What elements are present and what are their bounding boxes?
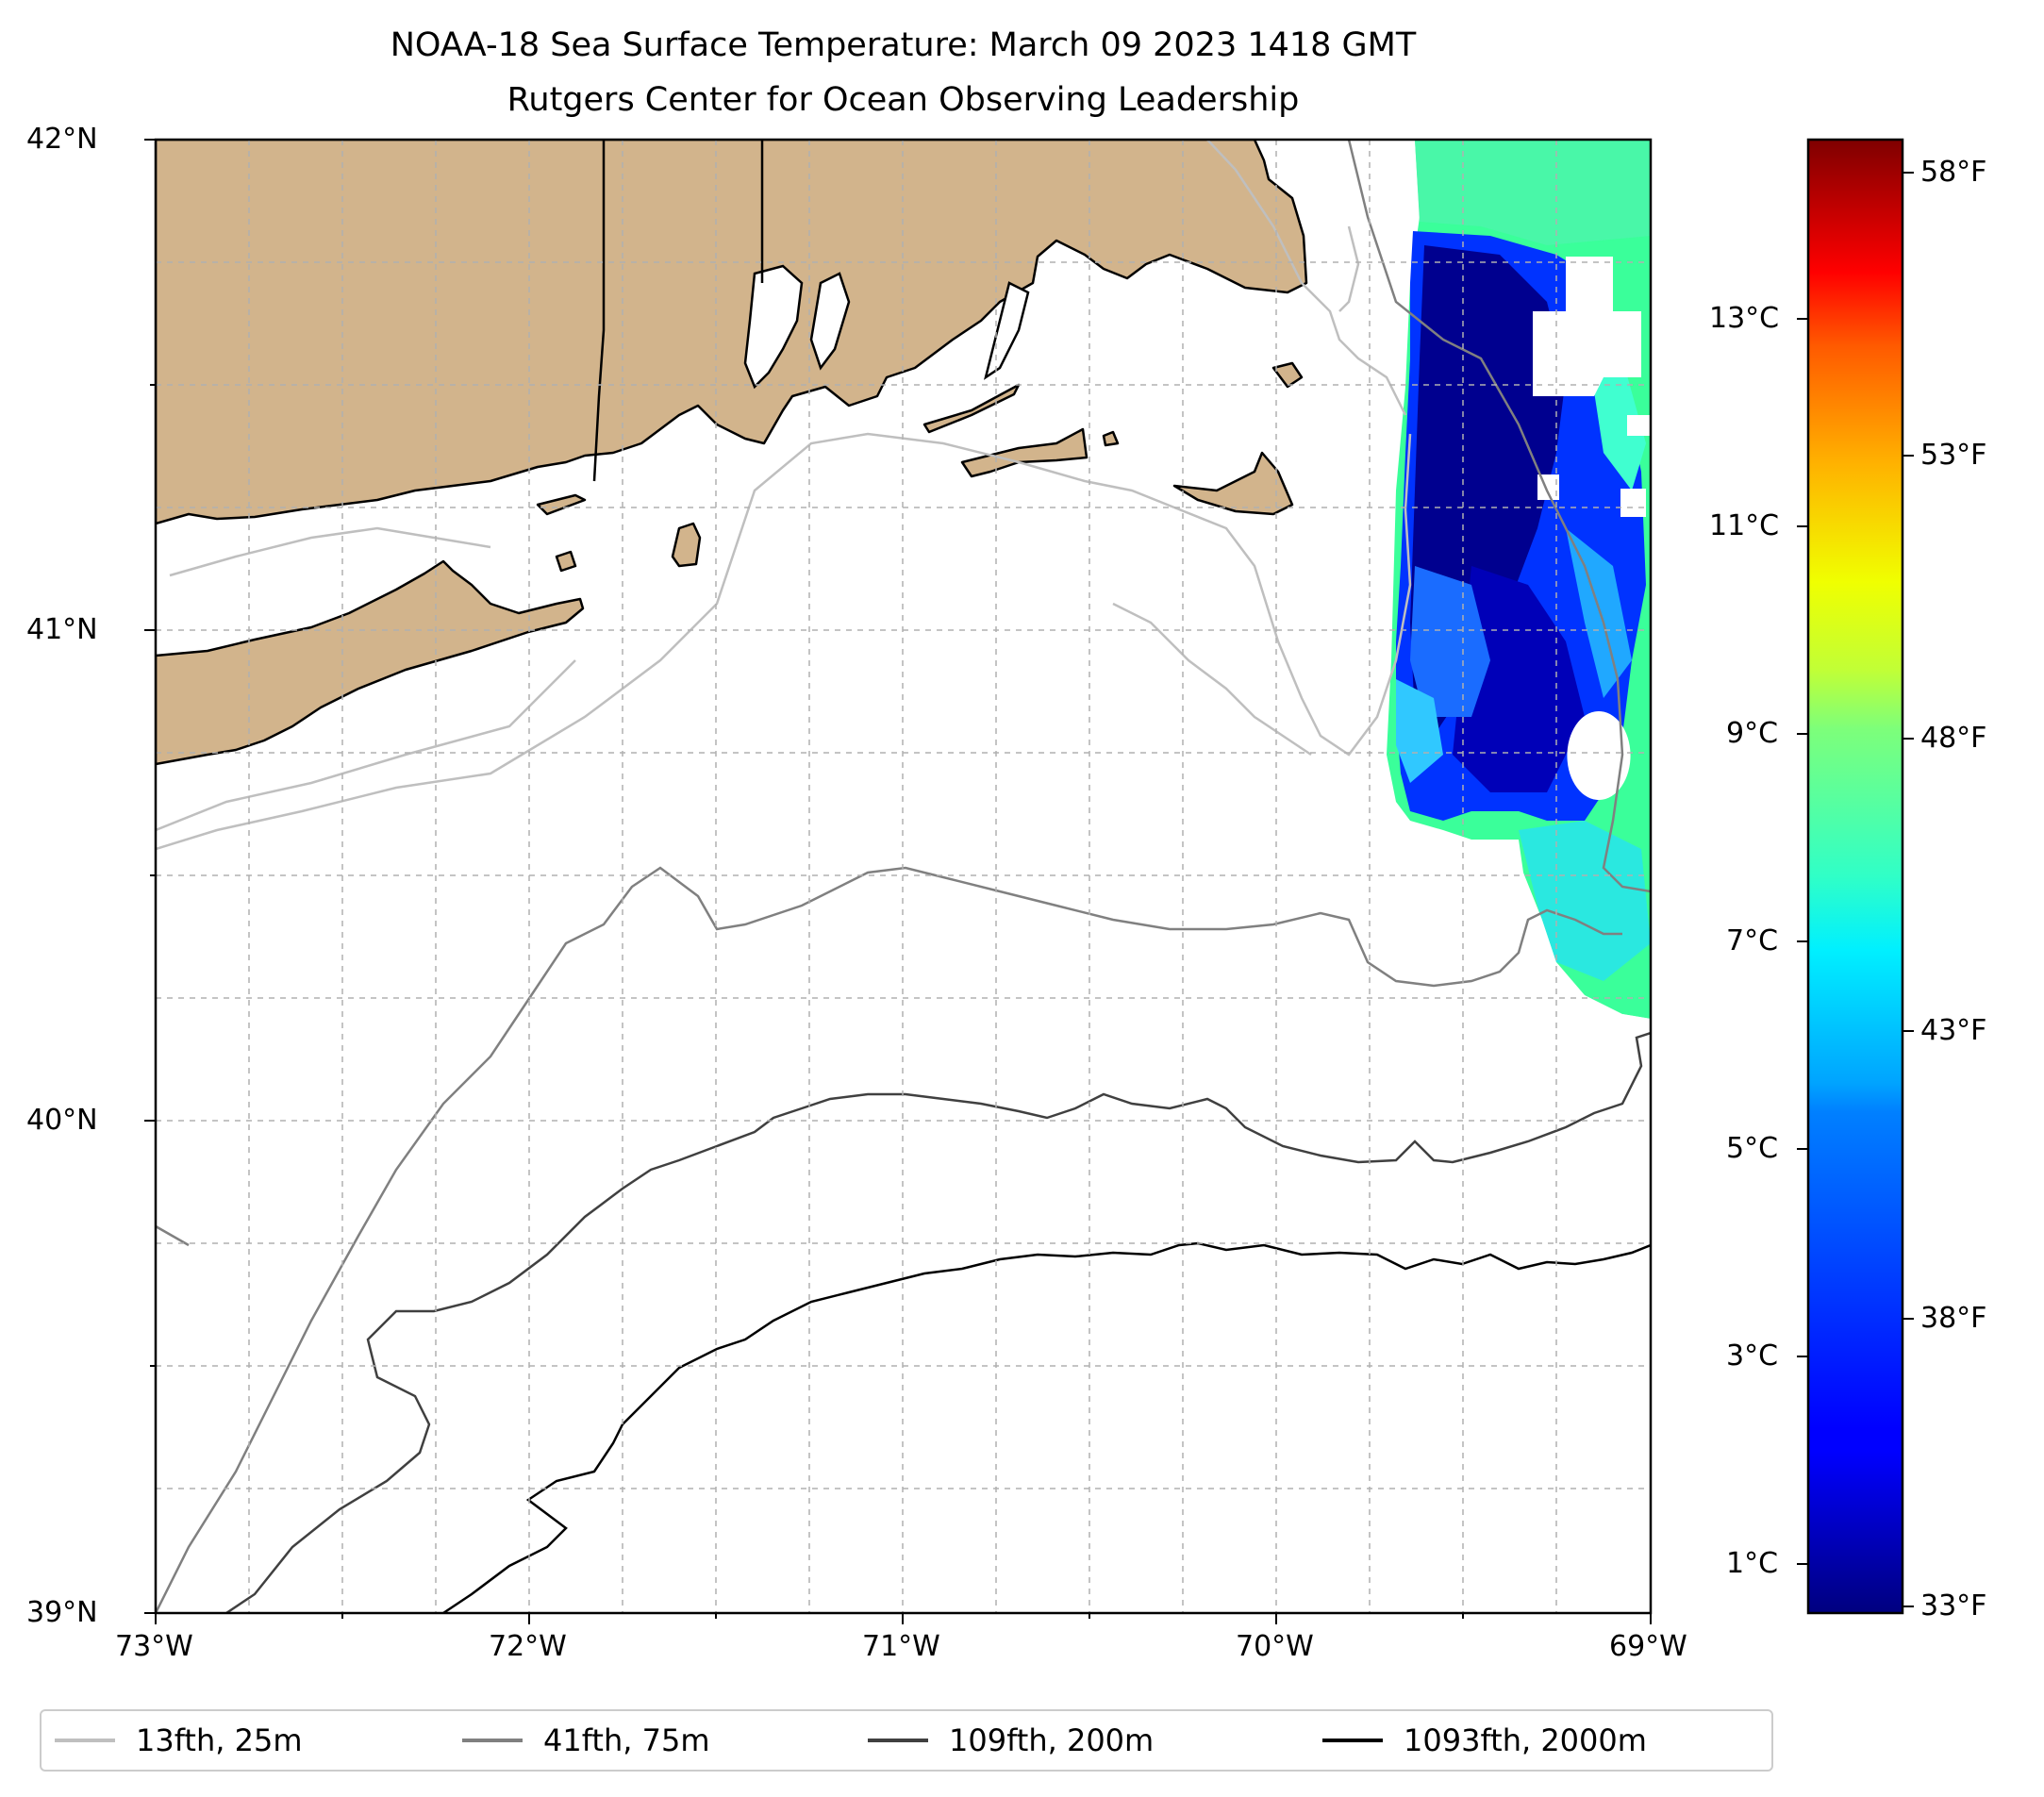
- gridlines: [156, 140, 1651, 1613]
- legend-label: 109fth, 200m: [949, 1722, 1155, 1758]
- colorbar-celsius-label: 11°C: [1709, 509, 1780, 542]
- colorbar-fahrenheit-label: 53°F: [1920, 439, 1987, 472]
- state-boundaries: [592, 140, 764, 482]
- colorbar-fahrenheit-label: 43°F: [1920, 1014, 1987, 1047]
- marthas-vineyard: [960, 427, 1088, 478]
- contour-75m: [156, 140, 1651, 1613]
- lat-label: 39°N: [26, 1596, 98, 1629]
- map-area: [156, 140, 1651, 1613]
- legend-item-200m: 109fth, 200m: [868, 1711, 1154, 1770]
- colorbar-celsius-label: 7°C: [1726, 924, 1779, 957]
- chatham-islet: [1271, 361, 1304, 389]
- long-island: [156, 559, 585, 766]
- mainland-new-england: [156, 140, 1308, 525]
- legend-line-swatch: [55, 1739, 115, 1742]
- legend-label: 13fth, 25m: [136, 1722, 303, 1758]
- map-subtitle: Rutgers Center for Ocean Observing Leade…: [507, 81, 1300, 119]
- colorbar-celsius-label: 13°C: [1709, 302, 1780, 335]
- elizabeth-islands: [922, 383, 1021, 434]
- legend-label: 41fth, 75m: [543, 1722, 710, 1758]
- land: [156, 140, 1308, 766]
- sst-swath: [1387, 140, 1651, 1028]
- colorbar-fahrenheit-label: 38°F: [1920, 1302, 1987, 1335]
- contour-200m: [225, 1031, 1651, 1613]
- map-title: NOAA-18 Sea Surface Temperature: March 0…: [390, 26, 1417, 64]
- legend-item-25m: 13fth, 25m: [55, 1711, 302, 1770]
- colorbar-celsius-label: 9°C: [1726, 717, 1779, 750]
- colorbar-fahrenheit-label: 48°F: [1920, 722, 1987, 755]
- legend-line-swatch: [868, 1739, 928, 1742]
- colorbar-celsius-label: 5°C: [1726, 1132, 1779, 1165]
- legend-item-75m: 41fth, 75m: [462, 1711, 709, 1770]
- map-ticks: [144, 139, 1652, 1624]
- colorbar-celsius-label: 1°C: [1726, 1547, 1779, 1580]
- bays: [743, 264, 1030, 390]
- nomans-land: [1102, 430, 1120, 447]
- legend-line-swatch: [1322, 1739, 1383, 1742]
- colorbar: [1806, 138, 1904, 1615]
- nantucket: [1172, 451, 1294, 516]
- lon-label: 72°W: [489, 1630, 567, 1663]
- gardiners-island: [555, 550, 577, 573]
- lon-label: 73°W: [115, 1630, 193, 1663]
- legend-label: 1093fth, 2000m: [1404, 1722, 1647, 1758]
- colorbar-fahrenheit-label: 33°F: [1920, 1589, 1987, 1622]
- lon-label: 71°W: [862, 1630, 940, 1663]
- lat-label: 42°N: [26, 123, 98, 156]
- colorbar-fahrenheit-label: 58°F: [1920, 156, 1987, 189]
- lon-label: 70°W: [1236, 1630, 1314, 1663]
- legend-line-swatch: [462, 1739, 523, 1742]
- contour-2000m: [442, 1241, 1651, 1613]
- colorbar-celsius-label: 3°C: [1726, 1339, 1779, 1373]
- lon-label: 69°W: [1609, 1630, 1687, 1663]
- contour-25m: [156, 140, 1412, 851]
- legend-item-2000m: 1093fth, 2000m: [1322, 1711, 1647, 1770]
- block-island: [671, 522, 702, 568]
- fishers-island: [536, 493, 587, 516]
- lat-label: 41°N: [26, 613, 98, 646]
- colorbar-ticks: [1797, 172, 1914, 1607]
- lat-label: 40°N: [26, 1104, 98, 1137]
- contour-legend: 13fth, 25m 41fth, 75m 109fth, 200m 1093f…: [40, 1709, 1773, 1772]
